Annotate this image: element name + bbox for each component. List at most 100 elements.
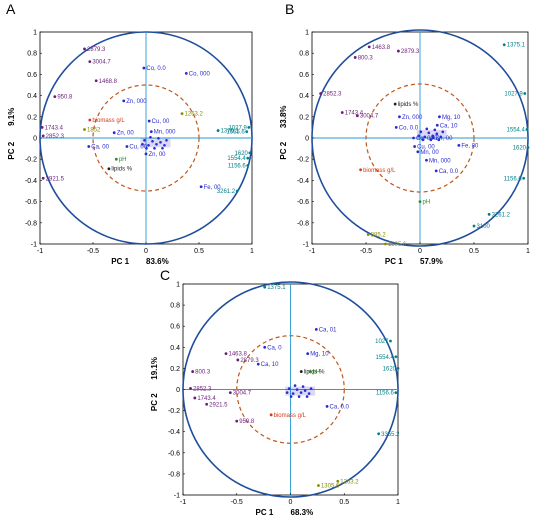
point-label: Zn, 00 [149,152,167,158]
point-label: Ca, 0.0 [439,169,459,175]
data-point [397,49,400,53]
point-label: 800.3 [358,55,374,61]
cluster-dot [423,135,427,139]
data-point [394,391,398,395]
point-label: Mn, 000 [154,130,176,136]
point-label: lipids % [398,102,419,108]
y-tick-label: -0.4 [297,178,309,185]
data-point [431,136,435,140]
panel-c-label: C [160,267,170,283]
data-point [353,56,357,59]
point-label: 885.2 [371,232,387,238]
data-point [247,126,251,129]
point-label: 1554.4 [507,128,526,134]
point-label: Zn, 000 [402,115,423,121]
data-point [53,95,57,99]
point-label: 1463.8 [372,45,391,51]
data-point [40,126,44,129]
data-point [107,167,111,171]
y-tick-label: -1 [303,242,309,249]
x-tick-label: -1 [180,499,186,506]
y-tick-label: 0.6 [299,72,309,79]
x-tick-label: 0.5 [469,248,479,255]
y-axis-variance: 33.8% [279,105,288,128]
data-point [236,358,240,362]
y-tick-label: -0.2 [297,157,309,164]
cluster-dot [441,130,445,134]
point-label: 3004.7 [360,114,379,120]
panel-a: A 1 0.8 0.6 0.4 0.2 0 -0.2 -0.4 -0.6 -0.8 -1-1 -0.5… [6,1,254,266]
data-point [435,123,439,127]
y-tick-label: -0.6 [168,450,180,457]
x-axis-variance: 68.3% [291,508,314,517]
cluster-dot [295,388,299,391]
data-point [438,115,441,119]
x-tick-label: -1 [309,248,315,255]
cluster-dot [147,144,150,147]
data-point [308,370,312,373]
cluster-dot [419,130,423,134]
point-label: 1156.6 [376,391,395,397]
x-axis-variance: 83.6% [146,257,169,266]
point-label: 1554.4 [227,156,246,162]
data-point [189,387,192,390]
data-point [41,176,45,180]
data-point [366,233,370,236]
data-point [263,285,267,289]
point-label: Co, 000 [189,71,211,77]
point-label: 1156.6 [228,164,247,170]
y-tick-label: 0.4 [170,345,180,352]
data-point [147,119,151,123]
y-tick-label: -0.4 [168,429,180,436]
data-point [416,150,420,154]
data-point [83,47,86,51]
point-label: biomass g/L [274,413,307,419]
x-axis-title: PC 1 [111,257,129,266]
data-point [87,145,91,148]
data-point [144,152,148,156]
cluster-dot [439,135,443,139]
point-label: 1468.8 [99,79,118,85]
point-label: 1554.4 [375,355,394,361]
cluster-dot [151,140,154,143]
point-label: 3261.2 [492,212,511,218]
cluster-dot [163,144,166,147]
point-label: Mg, 10 [310,352,329,358]
data-point [224,352,228,356]
cluster-dot [155,143,158,146]
cluster-dot [297,395,301,398]
cluster-dot [299,391,303,394]
data-point [340,111,344,114]
data-point [487,212,491,216]
point-label: 1375.1 [507,43,526,49]
cluster-dot [289,395,293,398]
data-point [384,242,387,246]
data-point [246,164,250,167]
y-axis-variance: 9.1% [7,108,16,126]
point-label: 2879.3 [240,358,259,364]
cluster-dot [149,136,152,139]
data-point [180,112,184,116]
point-label: Ca, 10 [261,362,279,368]
cluster-dot [307,392,311,395]
y-tick-label: 1 [33,30,37,37]
cluster-dot [285,391,289,394]
x-tick-label: -0.5 [87,248,99,255]
point-label: 1263.2 [185,112,204,118]
y-tick-label: 1 [305,30,309,37]
data-point [523,92,527,95]
panel-b: B 1 0.8 0.6 0.4 0.2 0 -0.2 -0.4 -0.6 -0.8 -1-1 -0.5… [279,1,530,266]
data-point [457,144,461,147]
x-axis-title: PC 1 [256,508,274,517]
point-label: 3261.2 [217,189,236,195]
cluster-dot [301,385,305,388]
data-point [389,339,392,343]
data-point [112,131,116,135]
point-label: Mn, 000 [429,158,451,164]
data-point [205,402,209,406]
data-point [472,224,476,228]
data-point [114,157,118,161]
cluster-dot [431,134,435,138]
cluster-dot [433,128,437,132]
